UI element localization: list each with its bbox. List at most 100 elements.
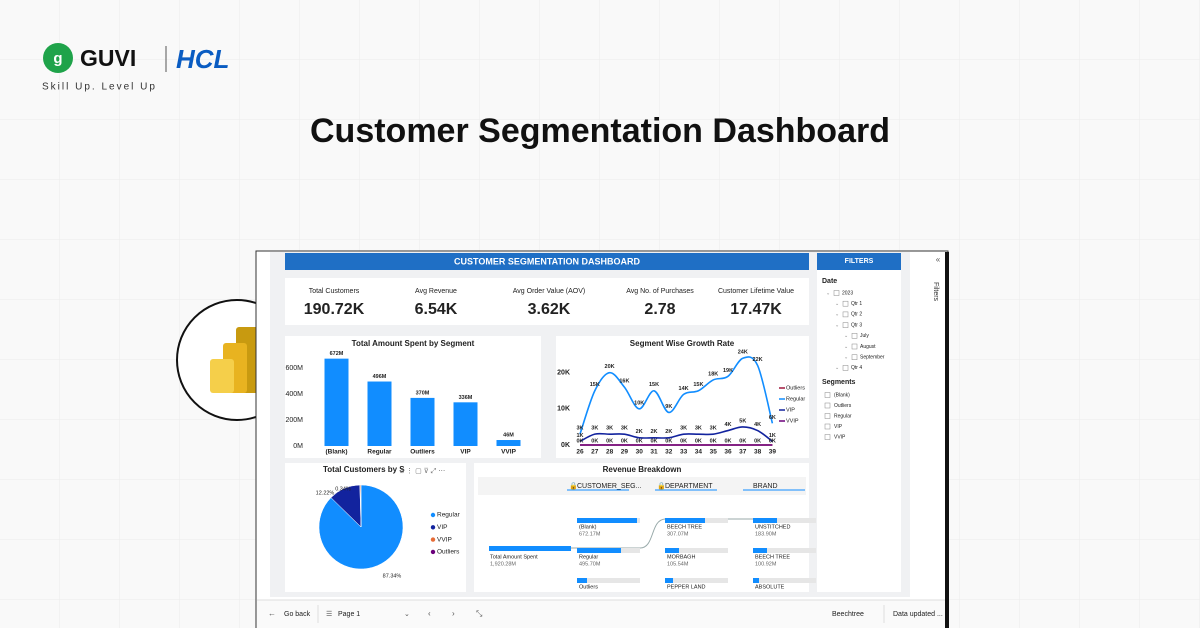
filter-checkbox[interactable] <box>824 392 831 398</box>
filter-checkbox[interactable] <box>824 434 831 440</box>
bar-value-label: 496M <box>373 374 387 380</box>
line-value-label: 0K <box>665 438 672 444</box>
bar <box>367 381 392 446</box>
kpi-label: Avg Revenue <box>415 288 457 295</box>
node-label[interactable]: ABSOLUTE <box>755 584 785 590</box>
page-selector[interactable]: Page 1 <box>338 611 360 618</box>
node-bar <box>665 518 705 523</box>
column-lock: 🔒 <box>657 482 666 490</box>
filters-panel <box>817 253 901 592</box>
line-value-label: 1K <box>576 433 583 439</box>
expand-caret[interactable]: ⌄ <box>835 365 839 371</box>
node-label[interactable]: MORBAGH <box>667 554 695 560</box>
bar-value-label: 370M <box>416 390 430 396</box>
column-header[interactable]: CUSTOMER_SEG... <box>577 483 641 490</box>
visual-toolbar[interactable]: ⌀ ⋮ ▢ ⊽ ⤢ ⋯ <box>400 467 445 475</box>
next-page[interactable]: › <box>452 609 455 618</box>
expand-caret[interactable]: ⌄ <box>835 312 839 318</box>
node-label[interactable]: PEPPER LAND <box>667 584 706 590</box>
filter-item: August <box>860 344 876 350</box>
kpi-label: Customer Lifetime Value <box>718 288 794 295</box>
node-value: 105.54M <box>667 561 689 567</box>
expand-caret[interactable]: ⌄ <box>844 355 848 361</box>
root-value: 1,920.28M <box>490 561 516 567</box>
filter-checkbox[interactable] <box>824 402 831 409</box>
line-value-label: 0K <box>650 438 657 444</box>
filter-item: 2023 <box>842 290 853 296</box>
go-back[interactable]: Go back <box>284 611 311 618</box>
node-label[interactable]: UNSTITCHED <box>755 524 790 530</box>
node-label[interactable]: BEECH TREE <box>755 554 790 560</box>
filter-item: VVIP <box>834 434 846 440</box>
bar-title: Total Amount Spent by Segment <box>352 339 475 348</box>
powerbi-icon <box>210 359 234 393</box>
page-dropdown[interactable]: ⌄ <box>404 611 410 618</box>
filter-checkbox[interactable] <box>824 413 831 419</box>
connector <box>571 518 666 549</box>
filter-item: VIP <box>834 424 843 430</box>
line-value-label: 4K <box>724 422 731 428</box>
filter-item: Qtr 4 <box>851 365 862 371</box>
line-value-label: 15K <box>649 382 659 388</box>
x-tick-label: Regular <box>367 449 392 456</box>
back-arrow[interactable]: ← <box>268 609 276 618</box>
expand-caret[interactable]: ⌄ <box>844 333 848 339</box>
filter-checkbox[interactable] <box>842 300 849 307</box>
node-value: 307.07M <box>667 531 689 537</box>
legend-label: Regular <box>437 512 461 519</box>
footer-status: Data updated ... <box>893 611 943 618</box>
x-tick-label: 28 <box>606 449 614 456</box>
filter-item: Qtr 1 <box>851 301 862 307</box>
expand-caret[interactable]: ⌄ <box>835 322 839 328</box>
filter-checkbox[interactable] <box>824 423 831 430</box>
filters-title: FILTERS <box>845 258 874 265</box>
node-label[interactable]: (Blank) <box>579 524 597 530</box>
node-label[interactable]: Regular <box>579 554 598 560</box>
root-label: Total Amount Spent <box>490 554 538 560</box>
legend-label: Outliers <box>437 549 460 556</box>
legend-label: Outliers <box>786 385 805 391</box>
node-label[interactable]: BEECH TREE <box>667 524 702 530</box>
prev-page[interactable]: ‹ <box>428 609 431 618</box>
node-value: 183.90M <box>755 531 777 537</box>
filter-item: September <box>860 355 885 361</box>
line-value-label: 0K <box>680 438 687 444</box>
filter-checkbox[interactable] <box>851 354 858 360</box>
line-value-label: 3K <box>576 426 583 432</box>
legend-swatch <box>430 549 436 555</box>
filter-checkbox[interactable] <box>851 333 858 339</box>
node-bar <box>753 578 759 583</box>
filter-checkbox[interactable] <box>842 311 849 318</box>
tagline: Skill Up. Level Up <box>42 82 157 93</box>
filter-checkbox[interactable] <box>842 365 849 371</box>
collapse-filters[interactable]: « <box>936 255 941 264</box>
kpi-value: 17.47K <box>730 301 782 318</box>
partner-name: HCL <box>176 44 229 74</box>
filter-checkbox[interactable] <box>833 290 840 296</box>
date-label: Date <box>822 278 837 285</box>
filter-item: Outliers <box>834 403 852 409</box>
node-track <box>753 578 816 583</box>
pie-value-label: 0.34% <box>335 486 351 492</box>
node-label[interactable]: Outliers <box>579 584 598 590</box>
expand-caret[interactable]: ⌄ <box>844 344 848 350</box>
expand-caret[interactable]: ⌄ <box>826 290 830 296</box>
filter-checkbox[interactable] <box>842 322 849 328</box>
x-tick-label: Outliers <box>410 449 435 456</box>
expand-caret[interactable]: ⌄ <box>835 301 839 307</box>
line-value-label: 0K <box>754 438 761 444</box>
line-value-label: 0K <box>769 438 776 444</box>
column-header[interactable]: BRAND <box>753 483 778 490</box>
x-tick-label: 29 <box>621 449 629 456</box>
line-value-label: 10K <box>634 400 644 406</box>
line-value-label: 1K <box>769 433 776 439</box>
line-value-label: 5K <box>739 418 746 424</box>
line-value-label: 0K <box>724 438 731 444</box>
filters-side-label[interactable]: Filters <box>932 282 939 302</box>
fullscreen[interactable]: ⤡ <box>476 609 483 618</box>
y-tick-label: 600M <box>285 365 303 372</box>
pie-value-label: 12.22% <box>316 490 335 496</box>
column-header[interactable]: DEPARTMENT <box>665 483 713 490</box>
bar-value-label: 336M <box>459 395 473 401</box>
filter-checkbox[interactable] <box>851 343 858 350</box>
